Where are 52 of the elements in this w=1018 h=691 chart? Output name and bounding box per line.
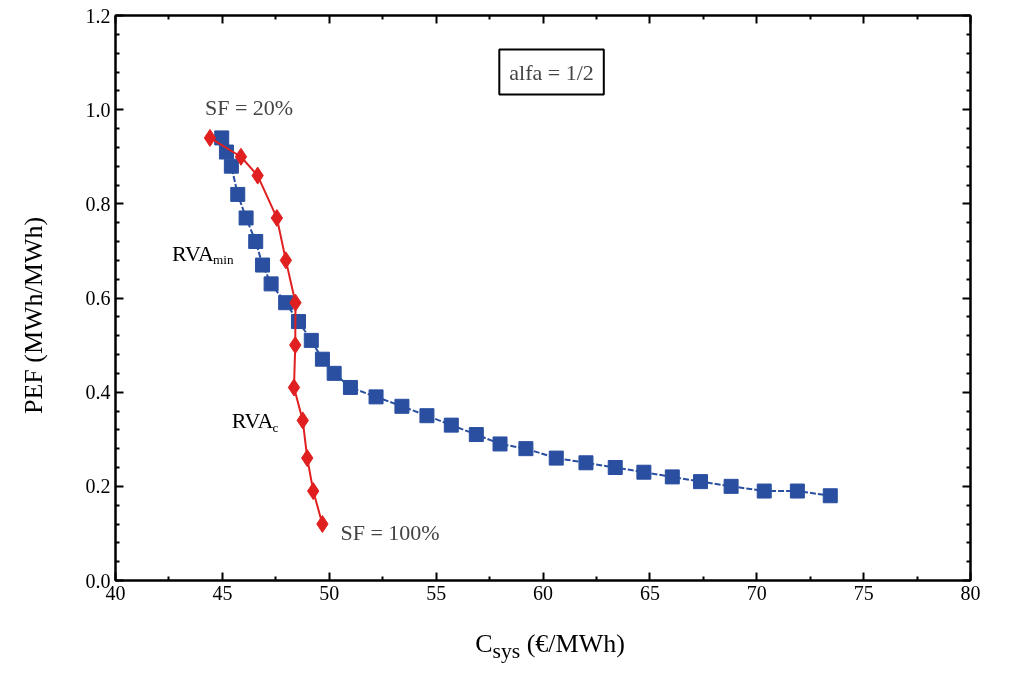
point — [326, 365, 342, 381]
point — [578, 455, 594, 471]
point — [342, 379, 358, 395]
y-tick-label: 0.6 — [85, 287, 111, 309]
y-tick-label: 0.2 — [85, 475, 111, 498]
y-tick-label: 0.4 — [85, 381, 111, 404]
point — [693, 474, 709, 490]
point — [443, 417, 459, 433]
point — [394, 398, 410, 414]
x-tick-label: 45 — [212, 581, 233, 604]
point — [636, 464, 652, 480]
x-tick-label: 65 — [639, 581, 660, 604]
x-tick-label: 50 — [319, 581, 340, 604]
point — [789, 483, 805, 499]
annotation: SF = 20% — [204, 95, 294, 121]
point — [723, 478, 739, 494]
y-axis-title: PEF (MWh/MWh) — [18, 216, 49, 414]
point — [287, 378, 301, 397]
x-tick-label: 80 — [960, 581, 981, 604]
point — [238, 210, 254, 226]
point — [607, 460, 623, 475]
annotation: alfa = 1/2 — [509, 59, 594, 85]
point — [492, 436, 508, 452]
y-tick-label: 1.0 — [85, 98, 111, 121]
point — [255, 257, 271, 273]
y-tick-label: 1.2 — [85, 4, 111, 27]
point — [263, 276, 279, 292]
annotation: SF = 100% — [340, 519, 440, 545]
point — [548, 450, 564, 466]
point — [270, 208, 284, 227]
point — [316, 515, 329, 533]
point — [234, 147, 248, 166]
point — [468, 427, 484, 443]
point — [419, 408, 435, 424]
point — [822, 488, 838, 504]
point — [756, 483, 772, 499]
point — [314, 351, 330, 367]
x-tick-label: 60 — [533, 581, 553, 604]
x-tick-label: 70 — [746, 581, 767, 604]
point — [664, 469, 680, 485]
x-tick-label: 75 — [853, 581, 874, 604]
y-tick-label: 0.8 — [85, 192, 111, 215]
point — [518, 441, 534, 457]
point — [279, 251, 293, 270]
point — [248, 234, 264, 249]
x-axis-title: C$_{sys}$ (€/MWh) — [475, 628, 625, 666]
point — [230, 186, 246, 202]
point — [368, 389, 384, 405]
point — [223, 158, 239, 174]
point — [203, 128, 217, 147]
x-tick-label: 55 — [426, 581, 447, 604]
point — [303, 332, 319, 348]
